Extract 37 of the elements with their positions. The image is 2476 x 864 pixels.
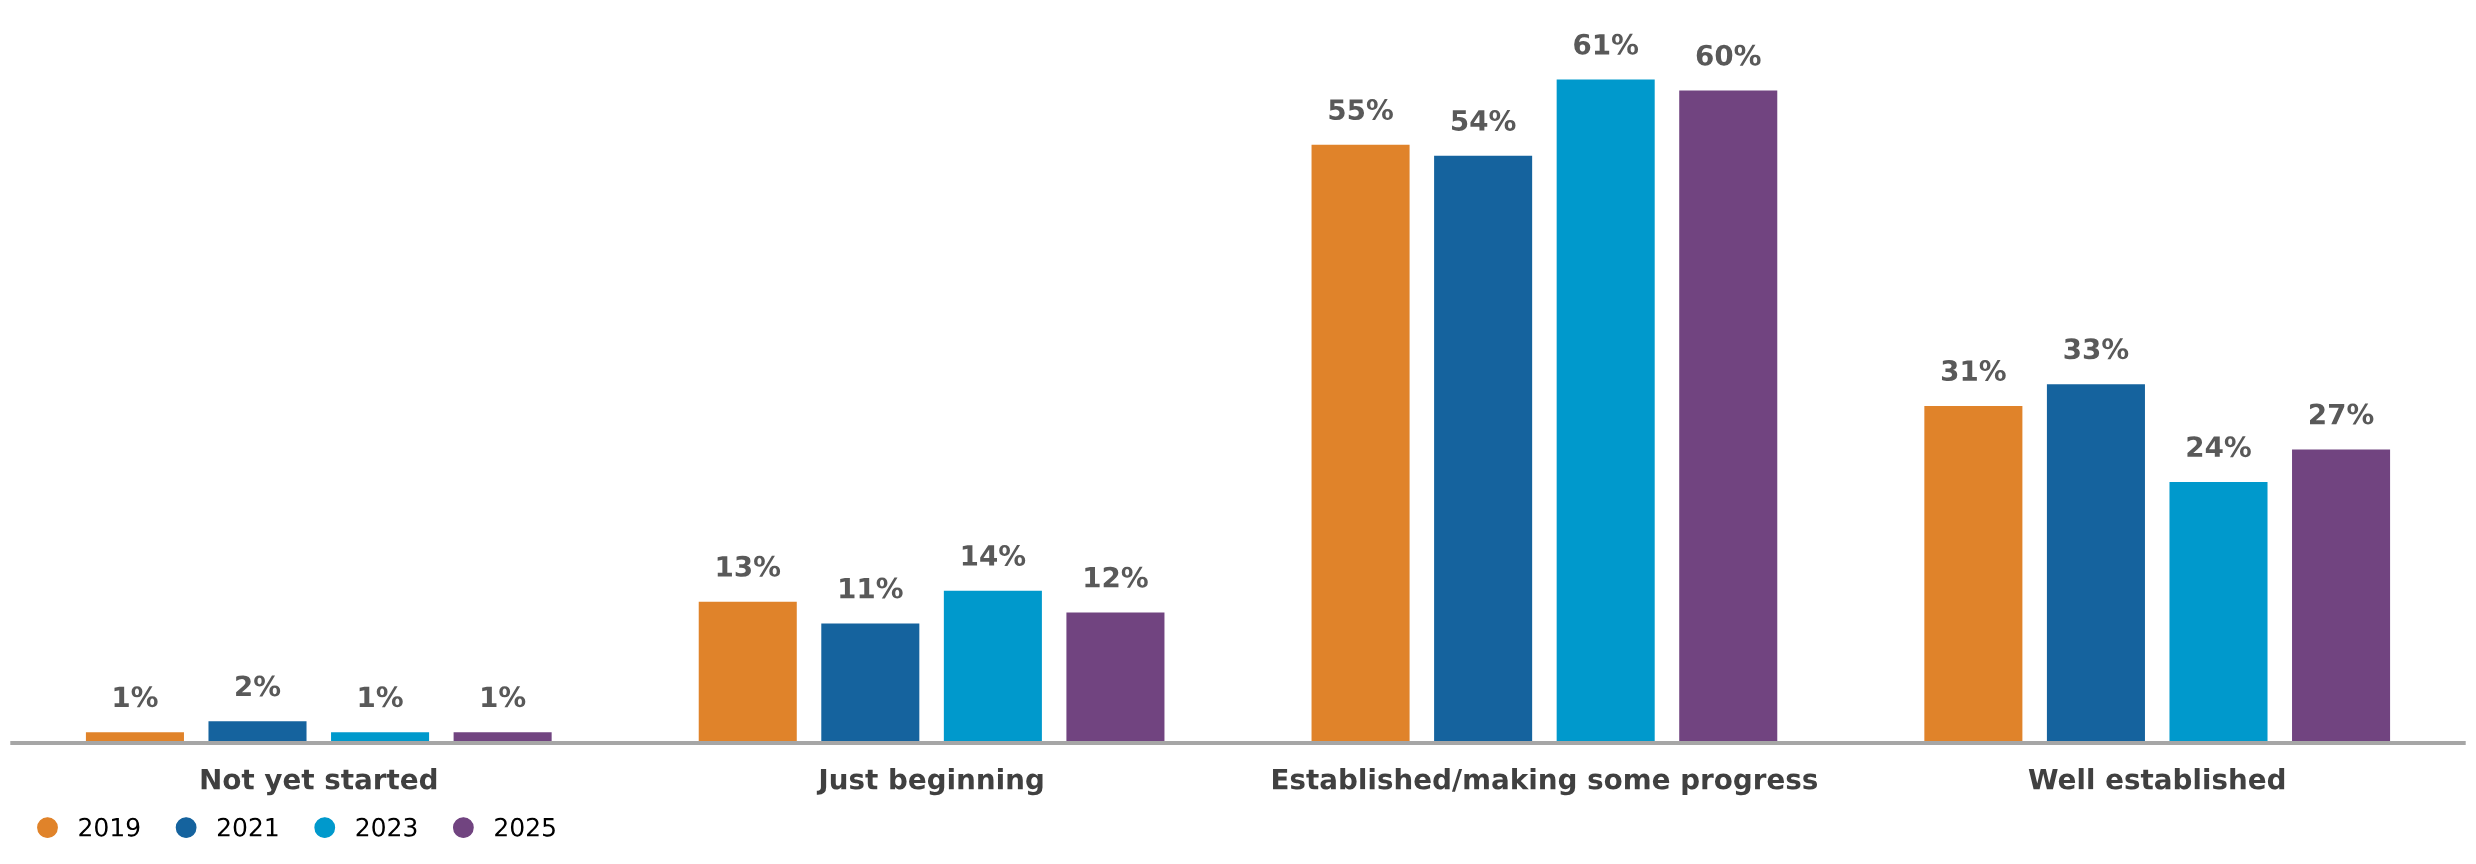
- data-label: 13%: [717, 555, 781, 577]
- bar: [1679, 90, 1778, 744]
- bar: [1311, 144, 1410, 744]
- data-label: 33%: [2064, 338, 2129, 360]
- bar: [1434, 155, 1533, 744]
- legend-label: 2023: [356, 817, 417, 837]
- data-label: 27%: [2310, 403, 2374, 425]
- data-label: 1%: [482, 686, 526, 708]
- x-tick-label: Not yet started: [201, 768, 437, 796]
- x-tick-label: Established/making some progress: [1273, 768, 1818, 796]
- bar: [698, 601, 797, 744]
- bar: [2046, 384, 2145, 744]
- data-label: 54%: [1452, 109, 1516, 131]
- data-label: 14%: [962, 544, 1026, 566]
- bar: [1924, 405, 2023, 744]
- data-label: 60%: [1696, 44, 1761, 66]
- data-label: 55%: [1329, 99, 1393, 121]
- data-label: 31%: [1941, 360, 2006, 382]
- bar: [1556, 79, 1655, 744]
- bar: [821, 623, 920, 744]
- bar: [1066, 612, 1165, 744]
- bar: [208, 721, 307, 744]
- data-label: 24%: [2187, 436, 2251, 458]
- data-label: 1%: [359, 686, 403, 708]
- legend-label: 2025: [495, 817, 555, 837]
- bar: [2292, 449, 2391, 744]
- data-label: 2%: [236, 675, 281, 697]
- data-label: 11%: [840, 577, 903, 599]
- data-label: 61%: [1574, 33, 1639, 55]
- x-tick-label: Well established: [2028, 768, 2285, 790]
- legend-label: 2021: [217, 817, 278, 837]
- data-label: 1%: [114, 686, 158, 708]
- data-label: 12%: [1085, 566, 1148, 588]
- x-tick-label: Just beginning: [816, 768, 1043, 796]
- bar: [943, 590, 1042, 744]
- legend-label: 2019: [79, 817, 140, 837]
- bar: [2169, 482, 2268, 744]
